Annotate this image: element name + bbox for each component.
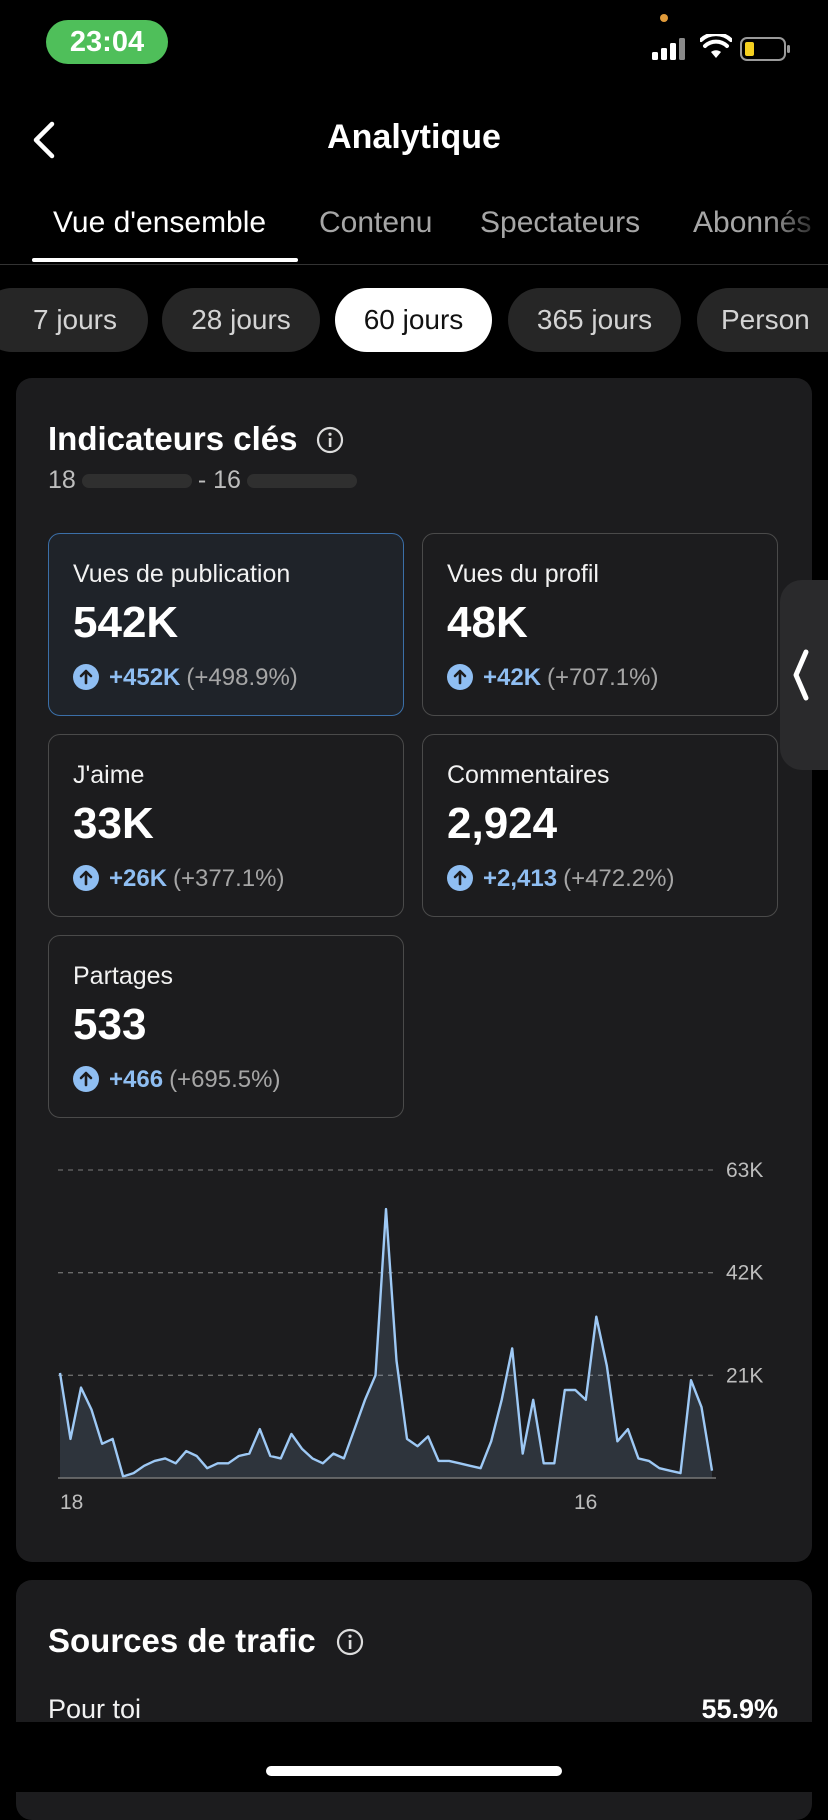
- chart-x-tick-label: 16: [574, 1491, 597, 1510]
- metric-comments[interactable]: Commentaires 2,924 +2,413 (+472.2%): [422, 734, 778, 917]
- arrow-up-icon: [73, 664, 99, 690]
- metric-delta: +42K (+707.1%): [447, 664, 658, 692]
- period-365-days[interactable]: 365 jours: [508, 288, 681, 352]
- status-bar: 23:04: [0, 0, 828, 90]
- tab-content[interactable]: Contenu: [319, 206, 433, 239]
- period-custom[interactable]: Person: [697, 288, 828, 352]
- chart-y-ticks: 63K 42K 21K: [726, 1159, 763, 1387]
- back-chevron-icon[interactable]: [26, 118, 66, 162]
- key-indicators-title: Indicateurs clés: [48, 420, 298, 457]
- delta-percent: (+498.9%): [186, 664, 298, 691]
- period-7-days[interactable]: 7 jours: [0, 288, 148, 352]
- metric-label: Commentaires: [447, 761, 610, 789]
- delta-absolute: +26K: [109, 865, 168, 892]
- delta-percent: (+377.1%): [173, 865, 285, 892]
- tab-viewers[interactable]: Spectateurs: [480, 206, 641, 239]
- tab-bar: Vue d'ensemble Contenu Spectateurs Abonn…: [0, 200, 828, 265]
- period-60-days[interactable]: 60 jours: [335, 288, 492, 352]
- info-icon[interactable]: [316, 426, 344, 454]
- metric-value: 533: [73, 1000, 147, 1049]
- chart-series-line: [58, 1207, 714, 1478]
- arrow-up-icon: [447, 664, 473, 690]
- traffic-source-value: 55.9%: [701, 1694, 778, 1724]
- traffic-sources-title: Sources de trafic: [48, 1622, 316, 1659]
- side-panel-handle[interactable]: [780, 580, 828, 770]
- privacy-indicator-dot: [660, 14, 668, 22]
- chart-x-tick-label: 18: [60, 1491, 83, 1510]
- period-28-days[interactable]: 28 jours: [162, 288, 320, 352]
- tab-overview[interactable]: Vue d'ensemble: [53, 206, 267, 239]
- active-tab-indicator: [32, 258, 298, 262]
- page-title: Analytique: [327, 118, 501, 156]
- redacted-text: [246, 474, 357, 489]
- delta-percent: (+472.2%): [563, 865, 675, 892]
- metric-label: Vues du profil: [447, 560, 599, 588]
- home-indicator[interactable]: [266, 1766, 562, 1776]
- metric-value: 542K: [73, 598, 179, 647]
- arrow-up-icon: [73, 865, 99, 891]
- battery-icon: [740, 37, 790, 61]
- status-time: 23:04: [46, 20, 168, 64]
- period-selector: 7 jours 28 jours 60 jours 365 jours Pers…: [0, 288, 828, 354]
- chart-area-fill: [60, 1209, 712, 1478]
- metric-label: J'aime: [73, 761, 145, 789]
- bottom-bar: [0, 1722, 828, 1792]
- chart-y-tick-label: 63K: [726, 1159, 763, 1182]
- info-icon[interactable]: [336, 1628, 364, 1656]
- chevron-left-icon: [793, 649, 809, 701]
- metric-delta: +452K (+498.9%): [73, 664, 298, 692]
- metric-delta: +2,413 (+472.2%): [447, 865, 674, 893]
- chart-y-tick-label: 21K: [726, 1364, 763, 1387]
- metric-post-views[interactable]: Vues de publication 542K +452K (+498.9%): [48, 533, 404, 716]
- signal-icon: [652, 38, 685, 60]
- metric-shares[interactable]: Partages 533 +466 (+695.5%): [48, 935, 404, 1118]
- arrow-up-icon: [447, 865, 473, 891]
- delta-absolute: +2,413: [483, 865, 558, 892]
- metric-likes[interactable]: J'aime 33K +26K (+377.1%): [48, 734, 404, 917]
- metric-value: 33K: [73, 799, 154, 848]
- arrow-up-icon: [73, 1066, 99, 1092]
- metric-delta: +26K (+377.1%): [73, 865, 284, 893]
- delta-percent: (+695.5%): [169, 1066, 281, 1093]
- delta-absolute: +452K: [109, 664, 181, 691]
- delta-absolute: +42K: [483, 664, 542, 691]
- traffic-source-label: Pour toi: [48, 1694, 142, 1724]
- delta-percent: (+707.1%): [547, 664, 659, 691]
- tabs-fade: [768, 200, 828, 264]
- metric-label: Partages: [73, 962, 174, 990]
- chart-y-tick-label: 42K: [726, 1262, 763, 1285]
- wifi-icon: [700, 34, 732, 58]
- metric-value: 2,924: [447, 799, 558, 848]
- metric-value: 48K: [447, 598, 528, 647]
- delta-absolute: +466: [109, 1066, 164, 1093]
- date-range-start: 18: [48, 466, 76, 494]
- date-range-end: - 16: [197, 466, 241, 494]
- redacted-text: [81, 474, 192, 489]
- metric-profile-views[interactable]: Vues du profil 48K +42K (+707.1%): [422, 533, 778, 716]
- chart-x-ticks: 18 16: [60, 1491, 597, 1510]
- metric-label: Vues de publication: [73, 560, 291, 588]
- metric-delta: +466 (+695.5%): [73, 1066, 280, 1094]
- date-range: 18 - 16: [48, 466, 363, 495]
